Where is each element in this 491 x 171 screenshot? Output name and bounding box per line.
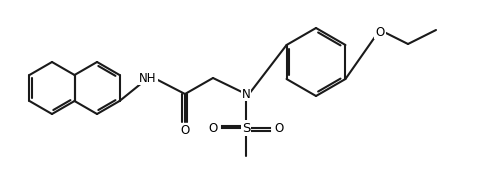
Text: O: O xyxy=(180,124,190,137)
Text: NH: NH xyxy=(139,71,157,84)
Text: S: S xyxy=(242,122,250,135)
Text: N: N xyxy=(242,88,250,101)
Text: O: O xyxy=(208,122,218,135)
Text: O: O xyxy=(376,25,384,38)
Text: O: O xyxy=(274,122,284,135)
